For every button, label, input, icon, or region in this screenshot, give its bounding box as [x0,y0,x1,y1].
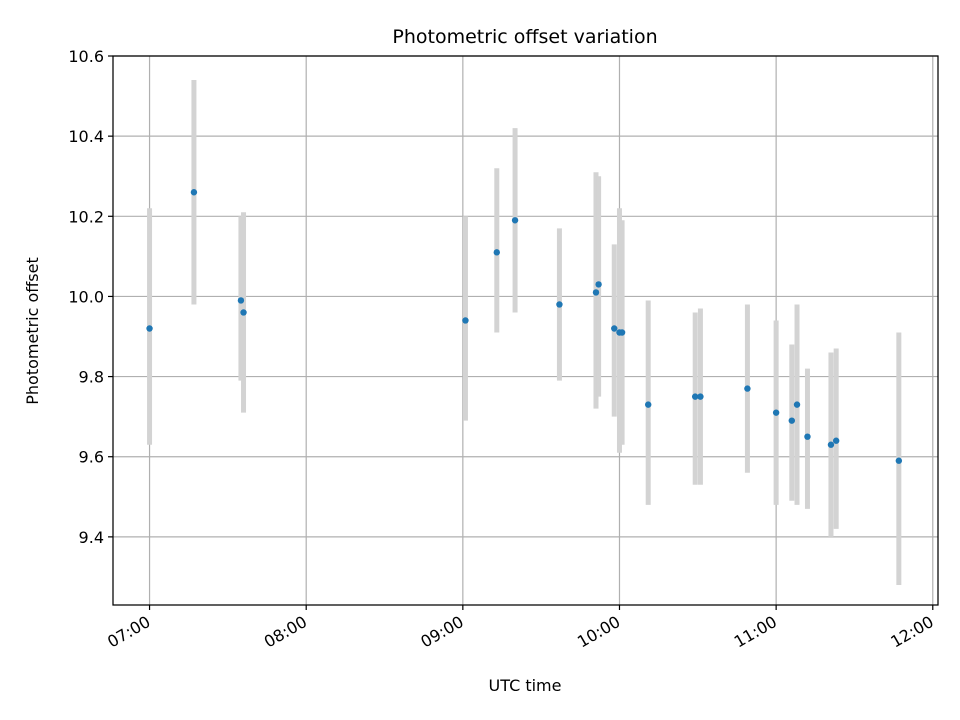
data-point [595,281,602,288]
data-point [592,289,600,296]
data-point [146,325,153,332]
data-point [611,325,618,332]
data-point [556,301,563,308]
y-tick-label: 10.2 [68,207,104,226]
data-point [744,385,751,392]
data-point [827,441,835,448]
data-point [895,457,903,464]
data-point [788,417,795,424]
data-point [645,401,652,408]
y-tick-label: 9.4 [79,528,104,547]
data-point [772,409,780,416]
data-point [691,393,699,400]
point-layer [146,189,903,464]
y-tick-label: 10.4 [68,127,104,146]
data-point [190,189,198,196]
y-tick-label: 9.6 [79,448,104,467]
data-point [462,317,469,324]
data-point [618,329,626,336]
y-axis-title: Photometric offset [23,257,42,405]
chart-title: Photometric offset variation [392,26,657,48]
grid-layer [113,55,938,605]
data-point [804,433,811,440]
data-point [237,297,245,304]
x-axis-title: UTC time [489,676,562,695]
data-point [793,401,801,408]
y-axis-ticks: 9.4 9.6 9.8 10.0 10.2 10.4 10.6 [68,47,113,547]
plot-area-frame [112,55,939,606]
data-point [511,217,519,224]
data-point [697,393,704,400]
y-tick-label: 10.6 [68,47,104,66]
data-point [493,249,500,256]
data-point [832,437,840,444]
y-tick-label: 10.0 [68,287,104,306]
y-tick-label: 9.8 [79,368,104,387]
data-point [240,309,247,316]
